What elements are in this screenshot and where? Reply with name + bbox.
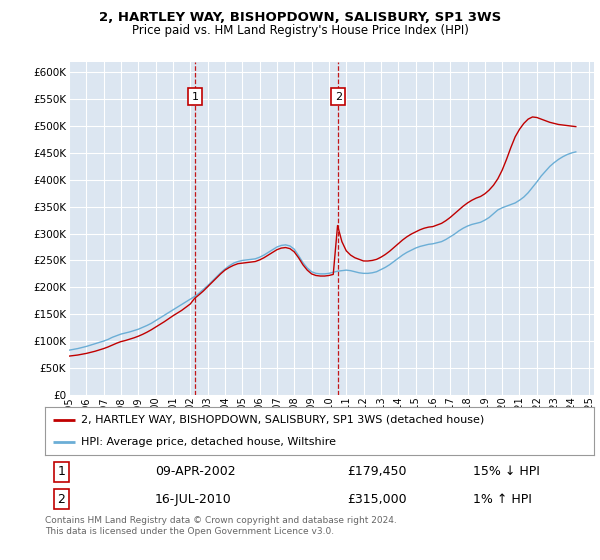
Text: 15% ↓ HPI: 15% ↓ HPI — [473, 465, 540, 478]
Text: 1% ↑ HPI: 1% ↑ HPI — [473, 493, 532, 506]
Text: 1: 1 — [191, 91, 199, 101]
Text: 1: 1 — [58, 465, 65, 478]
Text: 2, HARTLEY WAY, BISHOPDOWN, SALISBURY, SP1 3WS: 2, HARTLEY WAY, BISHOPDOWN, SALISBURY, S… — [99, 11, 501, 24]
Text: £179,450: £179,450 — [347, 465, 406, 478]
Text: HPI: Average price, detached house, Wiltshire: HPI: Average price, detached house, Wilt… — [80, 437, 335, 447]
Text: Contains HM Land Registry data © Crown copyright and database right 2024.
This d: Contains HM Land Registry data © Crown c… — [45, 516, 397, 536]
Text: 2, HARTLEY WAY, BISHOPDOWN, SALISBURY, SP1 3WS (detached house): 2, HARTLEY WAY, BISHOPDOWN, SALISBURY, S… — [80, 415, 484, 425]
Text: 09-APR-2002: 09-APR-2002 — [155, 465, 235, 478]
Text: £315,000: £315,000 — [347, 493, 407, 506]
Text: Price paid vs. HM Land Registry's House Price Index (HPI): Price paid vs. HM Land Registry's House … — [131, 24, 469, 36]
Text: 2: 2 — [58, 493, 65, 506]
Text: 16-JUL-2010: 16-JUL-2010 — [155, 493, 232, 506]
Text: 2: 2 — [335, 91, 342, 101]
